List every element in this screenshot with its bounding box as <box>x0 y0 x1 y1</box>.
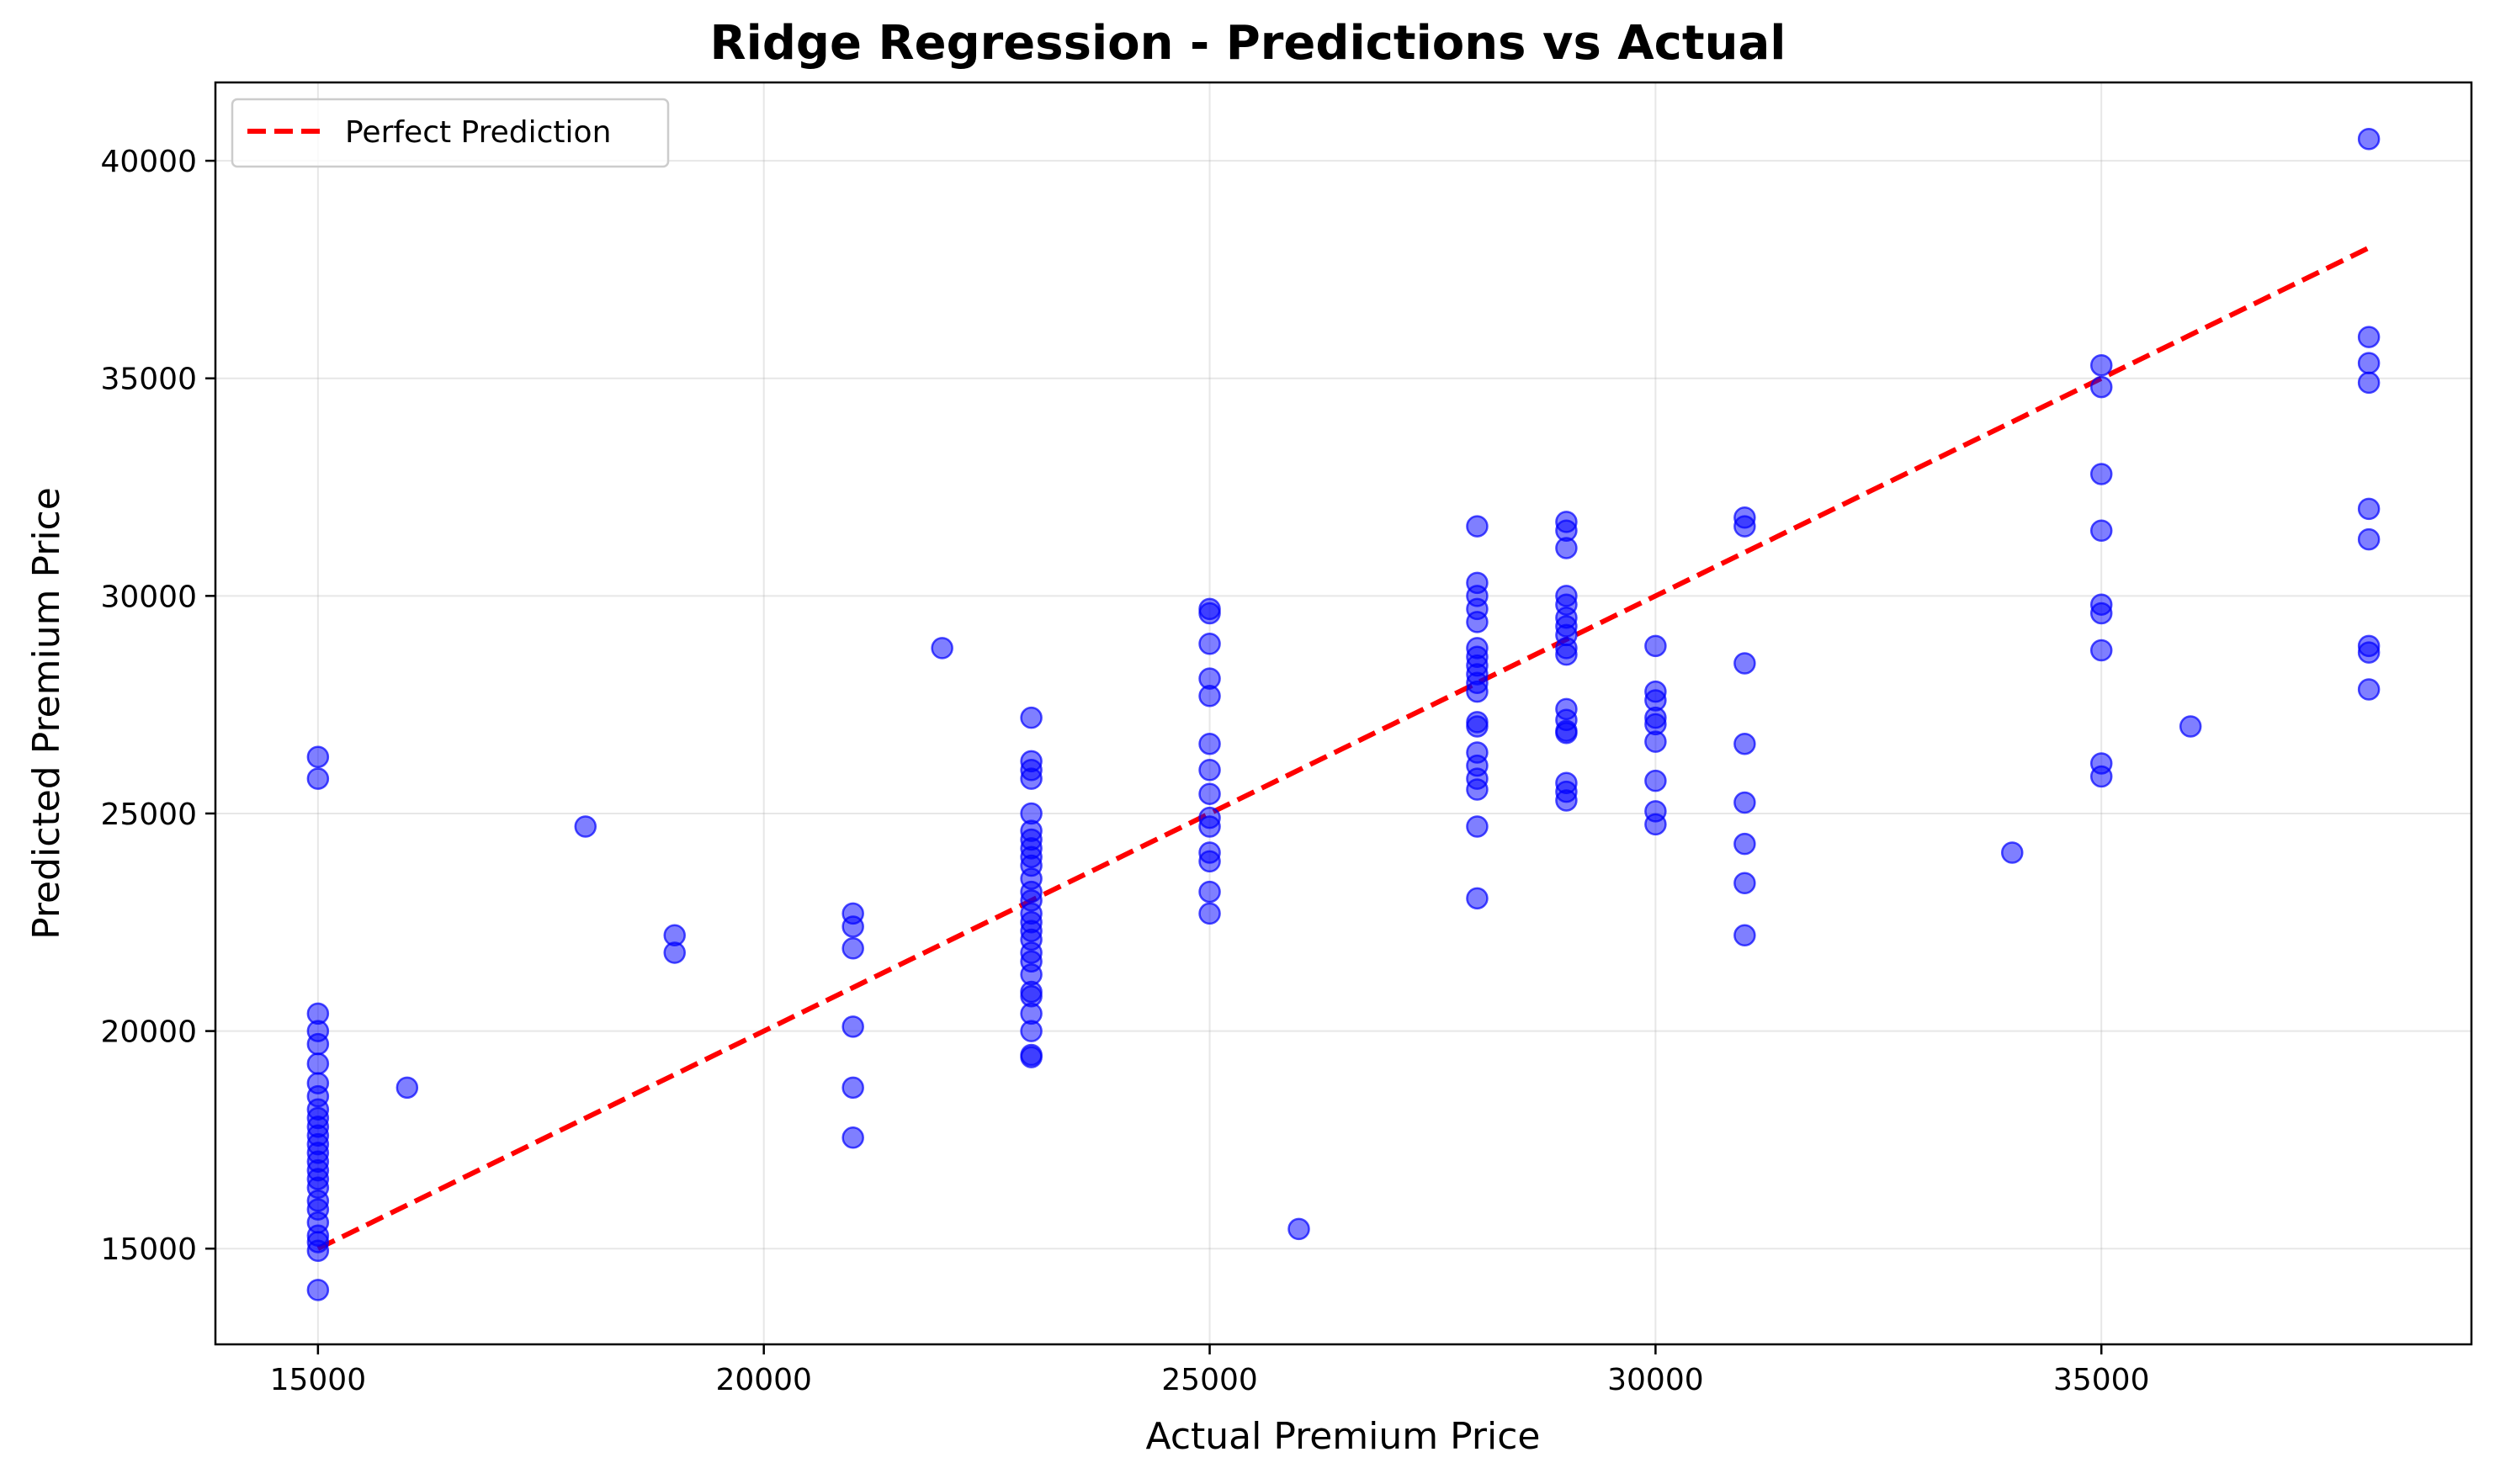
data-point <box>306 1279 330 1301</box>
y-tick-label: 25000 <box>100 798 197 832</box>
data-point <box>306 767 330 790</box>
data-point <box>1466 515 1489 538</box>
data-point <box>1644 813 1667 836</box>
data-point <box>2089 353 2113 377</box>
data-point <box>1733 924 1756 947</box>
legend: Perfect Prediction <box>231 98 670 168</box>
data-point <box>2089 463 2113 485</box>
data-point <box>2089 519 2113 543</box>
data-point <box>1733 652 1756 675</box>
data-point <box>1644 769 1667 792</box>
data-point <box>1020 767 1043 790</box>
data-point <box>306 1032 330 1056</box>
data-point <box>1198 902 1221 925</box>
data-point <box>1644 634 1667 658</box>
data-point <box>2001 841 2024 864</box>
data-point <box>841 937 864 960</box>
data-point <box>1733 732 1756 755</box>
data-point <box>663 941 686 964</box>
data-point <box>1733 515 1756 538</box>
data-point <box>841 915 864 938</box>
data-point <box>1020 706 1043 729</box>
plot-frame <box>214 81 2473 1346</box>
y-axis-label: Predicted Premium Price <box>25 487 68 940</box>
data-point <box>1198 782 1221 805</box>
x-tick-label: 35000 <box>2053 1363 2150 1397</box>
x-tick-label: 15000 <box>270 1363 367 1397</box>
data-point <box>395 1076 419 1100</box>
y-tick-label: 40000 <box>100 145 197 179</box>
y-tick-label: 35000 <box>100 363 197 397</box>
y-tick-label: 20000 <box>100 1015 197 1050</box>
data-point <box>1198 880 1221 904</box>
data-point <box>841 1015 864 1038</box>
data-point <box>2357 352 2381 374</box>
y-tick-label: 30000 <box>100 580 197 614</box>
data-point <box>1466 715 1489 738</box>
data-points <box>306 127 2381 1301</box>
x-axis-label: Actual Premium Price <box>1146 1415 1541 1458</box>
data-point <box>2357 371 2381 395</box>
x-tick-label: 30000 <box>1607 1363 1704 1397</box>
data-point <box>1466 778 1489 801</box>
data-point <box>1644 730 1667 753</box>
x-tick-label: 20000 <box>715 1363 812 1397</box>
x-tick-label: 25000 <box>1161 1363 1258 1397</box>
data-point <box>1198 602 1221 625</box>
data-point <box>1466 680 1489 703</box>
legend-label-perfect-prediction: Perfect Prediction <box>345 115 611 150</box>
data-point <box>1287 1217 1310 1241</box>
perfect-prediction-line <box>316 245 2370 1251</box>
data-point <box>2089 375 2113 399</box>
data-point <box>1466 815 1489 838</box>
data-point <box>1466 887 1489 910</box>
data-point <box>2179 715 2202 738</box>
data-point <box>1198 850 1221 873</box>
data-point <box>2357 527 2381 551</box>
data-point <box>2357 127 2381 151</box>
data-point <box>2089 639 2113 662</box>
x-axis-ticks: 15000 20000 25000 30000 35000 <box>270 1344 2150 1397</box>
data-point <box>1733 872 1756 894</box>
data-point <box>841 1076 864 1100</box>
data-point <box>931 637 953 660</box>
data-point <box>1198 685 1221 708</box>
y-tick-label: 15000 <box>100 1232 197 1267</box>
data-point <box>1555 643 1578 666</box>
data-point <box>2357 678 2381 701</box>
data-point <box>2357 497 2381 521</box>
data-point <box>1198 632 1221 655</box>
data-point <box>306 1239 330 1263</box>
data-point <box>1555 722 1578 745</box>
chart-title: Ridge Regression - Predictions vs Actual <box>710 16 1786 71</box>
data-point <box>1733 791 1756 814</box>
data-point <box>1198 815 1221 838</box>
data-point <box>2089 765 2113 788</box>
legend-box <box>231 98 670 168</box>
data-point <box>2357 326 2381 348</box>
data-point <box>1020 1046 1043 1068</box>
data-point <box>306 1052 330 1075</box>
data-point <box>1733 832 1756 856</box>
data-point <box>1198 732 1221 755</box>
data-point <box>574 815 597 838</box>
data-point <box>2089 602 2113 625</box>
y-axis-ticks: 15000 20000 25000 30000 35000 40000 <box>100 145 215 1267</box>
data-point <box>1555 537 1578 559</box>
data-point <box>841 1126 864 1149</box>
data-point <box>1020 1020 1043 1042</box>
data-point <box>1198 758 1221 782</box>
data-point <box>1555 789 1578 812</box>
data-point <box>2357 641 2381 664</box>
data-point <box>306 745 330 768</box>
data-point <box>1466 611 1489 633</box>
